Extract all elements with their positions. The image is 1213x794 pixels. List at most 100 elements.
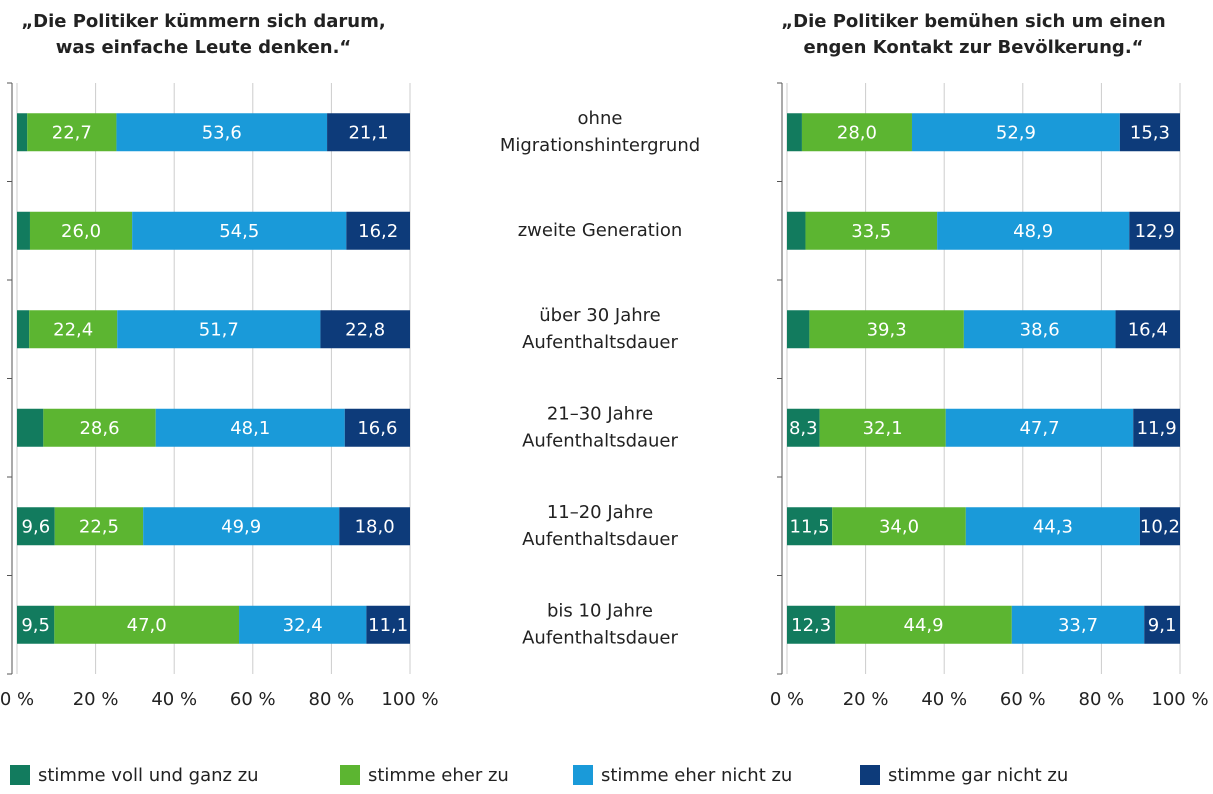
bar-segment — [17, 211, 30, 250]
bar-segment — [1119, 113, 1180, 152]
x-tick-label: 20 % — [73, 689, 119, 710]
bar-segment — [787, 310, 810, 349]
bar-segment — [29, 310, 118, 349]
data-label: 9,1 — [1148, 615, 1177, 636]
bar-segment — [143, 507, 340, 546]
x-tick-label: 40 % — [921, 689, 967, 710]
category-label: 21–30 Jahre — [547, 403, 653, 424]
bar-segment — [17, 507, 55, 546]
legend-label: stimme eher nicht zu — [601, 765, 792, 786]
bar-segment — [801, 113, 912, 152]
bar-segment — [787, 211, 806, 250]
bar-segment — [346, 211, 410, 250]
data-label: 11,1 — [368, 615, 408, 636]
bar-segment — [344, 408, 410, 447]
data-label: 11,9 — [1137, 418, 1177, 439]
data-label: 49,9 — [221, 516, 261, 537]
category-label: Aufenthaltsdauer — [522, 332, 678, 353]
data-label: 8,3 — [789, 418, 818, 439]
data-label: 44,9 — [904, 615, 944, 636]
bar-segment — [819, 408, 946, 447]
x-tick-label: 60 % — [1000, 689, 1046, 710]
data-label: 48,1 — [230, 418, 270, 439]
x-tick-label: 80 % — [309, 689, 355, 710]
x-tick-label: 20 % — [843, 689, 889, 710]
legend-swatch — [10, 765, 30, 785]
legend-swatch — [573, 765, 593, 785]
bar-segment — [945, 408, 1134, 447]
data-label: 16,2 — [358, 221, 398, 242]
bar-segment — [1129, 211, 1180, 250]
bar-segment — [1139, 507, 1180, 546]
data-label: 12,3 — [791, 615, 831, 636]
bar-segment — [366, 605, 410, 644]
bar-segment — [937, 211, 1130, 250]
legend-swatch — [860, 765, 880, 785]
bar-segment — [805, 211, 938, 250]
data-label: 48,9 — [1013, 221, 1053, 242]
bar-segment — [787, 507, 833, 546]
category-label: Migrationshintergrund — [500, 135, 700, 156]
bar-segment — [43, 408, 156, 447]
data-label: 22,4 — [53, 319, 93, 340]
category-label: zweite Generation — [518, 220, 683, 241]
category-label: bis 10 Jahre — [547, 600, 653, 621]
bar-segment — [17, 605, 55, 644]
bar-segment — [132, 211, 347, 250]
legend-label: stimme gar nicht zu — [888, 765, 1068, 786]
data-label: 22,8 — [345, 319, 385, 340]
bar-segment — [911, 113, 1120, 152]
bar-segment — [239, 605, 367, 644]
bar-segment — [1115, 310, 1180, 349]
bar-segment — [339, 507, 410, 546]
panel-title: was einfache Leute denken.“ — [56, 37, 352, 58]
bar-segment — [17, 408, 44, 447]
category-label: Aufenthaltsdauer — [522, 430, 678, 451]
bar-segment — [832, 507, 966, 546]
data-label: 12,9 — [1135, 221, 1175, 242]
data-label: 53,6 — [202, 122, 242, 143]
x-tick-label: 80 % — [1079, 689, 1125, 710]
bar-segment — [787, 113, 802, 152]
bar-segment — [787, 605, 836, 644]
bar-segment — [320, 310, 410, 349]
bar-segment — [116, 113, 328, 152]
category-label: Aufenthaltsdauer — [522, 529, 678, 550]
bar-segment — [1144, 605, 1180, 644]
x-tick-label: 100 % — [381, 689, 438, 710]
x-tick-label: 0 % — [0, 689, 34, 710]
bar-segment — [17, 310, 30, 349]
bar-segment — [27, 113, 117, 152]
data-label: 54,5 — [219, 221, 259, 242]
data-label: 26,0 — [61, 221, 101, 242]
bar-segment — [1011, 605, 1145, 644]
bar-segment — [29, 211, 133, 250]
bar-segment — [809, 310, 964, 349]
data-label: 28,6 — [79, 418, 119, 439]
panel-title: „Die Politiker kümmern sich darum, — [21, 11, 385, 32]
data-label: 28,0 — [837, 122, 877, 143]
category-label: ohne — [578, 108, 623, 129]
data-label: 9,6 — [22, 516, 51, 537]
x-tick-label: 40 % — [151, 689, 197, 710]
bar-segment — [835, 605, 1012, 644]
category-label: über 30 Jahre — [539, 305, 660, 326]
data-label: 38,6 — [1020, 319, 1060, 340]
x-tick-label: 0 % — [770, 689, 804, 710]
x-tick-label: 60 % — [230, 689, 276, 710]
data-label: 39,3 — [867, 319, 907, 340]
bar-segment — [963, 310, 1116, 349]
bar-segment — [54, 605, 240, 644]
data-label: 9,5 — [21, 615, 50, 636]
panel-title: „Die Politiker bemühen sich um einen — [781, 11, 1165, 32]
data-label: 34,0 — [879, 516, 919, 537]
data-label: 11,5 — [790, 516, 830, 537]
data-label: 16,4 — [1128, 319, 1168, 340]
data-label: 33,7 — [1058, 615, 1098, 636]
bar-segment — [327, 113, 410, 152]
panel-title: engen Kontakt zur Bevölkerung.“ — [804, 37, 1144, 58]
data-label: 44,3 — [1033, 516, 1073, 537]
bar-segment — [155, 408, 345, 447]
bar-segment — [787, 408, 820, 447]
